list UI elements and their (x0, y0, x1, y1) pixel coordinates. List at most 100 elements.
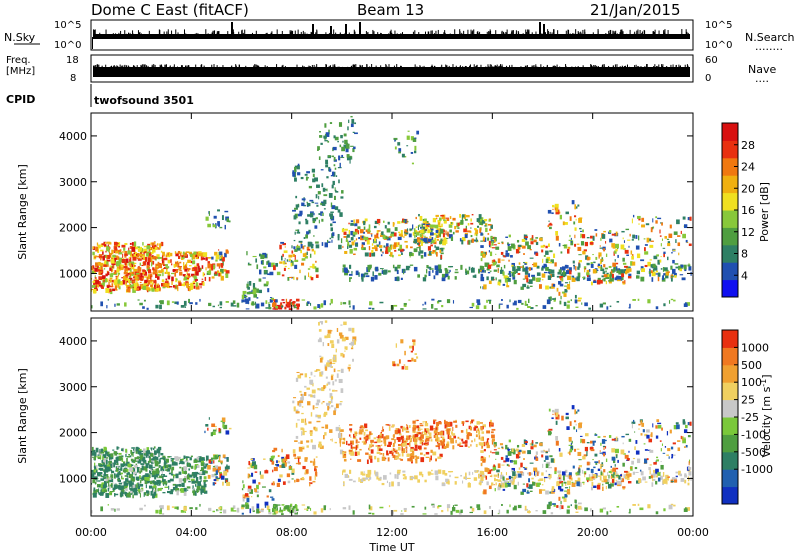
range-time-cell (326, 402, 331, 406)
range-time-cell (145, 484, 147, 489)
freq-noise-tick (188, 66, 190, 70)
freq-noise-tick (185, 65, 187, 69)
freq-noise-tick (375, 65, 377, 69)
range-time-cell (472, 275, 475, 278)
nsky-spike (515, 30, 517, 36)
range-time-cell (459, 238, 462, 242)
range-time-cell (332, 389, 335, 392)
range-time-cell (332, 180, 335, 186)
range-time-cell (146, 267, 151, 272)
range-time-cell (668, 300, 671, 304)
range-time-cell (101, 475, 104, 478)
range-time-cell (306, 231, 310, 235)
range-time-cell (138, 248, 142, 251)
range-time-cell (141, 257, 144, 260)
range-time-cell (678, 252, 680, 256)
range-time-cell (258, 278, 262, 282)
range-time-cell (531, 235, 534, 239)
range-time-cell (314, 427, 318, 432)
freq-noise-tick (105, 64, 107, 68)
range-time-cell (355, 270, 359, 276)
range-time-cell (589, 476, 594, 482)
range-time-cell (420, 236, 424, 239)
range-time-cell (126, 493, 130, 498)
range-time-cell (216, 454, 221, 458)
range-time-cell (493, 237, 497, 242)
range-time-cell (621, 276, 624, 281)
range-time-cell (588, 274, 591, 278)
range-time-cell (291, 250, 294, 254)
range-time-cell (142, 269, 146, 272)
range-time-cell (395, 449, 398, 454)
range-time-cell (617, 254, 619, 258)
range-time-cell (615, 243, 619, 249)
range-time-cell (112, 449, 115, 451)
range-time-cell (91, 473, 95, 478)
range-time-cell (113, 254, 116, 258)
range-time-cell (152, 487, 154, 490)
range-time-cell (271, 455, 275, 458)
range-time-cell (105, 493, 110, 498)
range-time-cell (487, 438, 490, 440)
range-time-cell (355, 445, 358, 450)
range-time-cell (564, 282, 569, 284)
range-time-cell (678, 470, 681, 476)
range-time-cell (272, 481, 275, 486)
range-time-cell (446, 426, 448, 429)
range-time-cell (583, 481, 585, 486)
range-time-cell (286, 473, 291, 478)
range-time-cell (522, 283, 527, 288)
range-time-cell (516, 473, 518, 479)
range-time-cell (308, 421, 312, 424)
nsky-trace (92, 22, 690, 49)
range-time-cell (171, 301, 175, 303)
range-time-cell (487, 442, 490, 446)
range-time-cell (187, 489, 189, 491)
range-time-cell (491, 428, 496, 431)
range-time-cell (501, 241, 504, 243)
range-time-cell (137, 272, 142, 276)
range-time-cell (333, 195, 336, 200)
range-time-cell (368, 454, 371, 456)
range-time-cell (610, 278, 614, 282)
range-time-cell (363, 231, 365, 234)
range-time-cell (116, 456, 120, 461)
range-time-cell (536, 277, 540, 282)
range-time-cell (200, 460, 204, 464)
range-time-cell (617, 480, 622, 486)
range-time-cell (182, 471, 184, 474)
range-time-cell (271, 461, 275, 465)
range-time-cell (463, 476, 467, 480)
range-time-cell (470, 227, 472, 229)
range-time-cell (402, 268, 406, 272)
range-time-cell (126, 456, 131, 458)
range-time-cell (245, 495, 250, 498)
range-time-cell (590, 235, 593, 239)
range-time-cell (657, 217, 662, 220)
nsky-spike (547, 29, 549, 36)
range-time-cell (342, 453, 347, 459)
range-time-cell (597, 482, 601, 486)
colorbar-segment (722, 175, 738, 194)
range-time-cell (320, 211, 324, 214)
range-time-cell (426, 430, 428, 434)
range-time-cell (418, 432, 422, 434)
range-time-cell (541, 265, 546, 269)
range-time-cell (118, 257, 123, 263)
range-time-cell (583, 266, 587, 270)
range-time-cell (398, 151, 401, 154)
range-time-cell (199, 475, 202, 480)
range-time-cell (138, 448, 142, 451)
range-time-cell (531, 477, 534, 480)
freq-noise-tick (485, 66, 487, 70)
nsky-spike (316, 29, 318, 36)
nsky-spike (184, 29, 186, 36)
range-time-cell (292, 508, 295, 512)
range-time-cell (555, 230, 559, 236)
range-time-cell (293, 406, 296, 412)
range-time-cell (575, 306, 579, 308)
range-time-cell (655, 216, 658, 219)
range-time-cell (154, 458, 157, 464)
range-time-cell (133, 487, 138, 493)
range-time-cell (584, 241, 589, 247)
